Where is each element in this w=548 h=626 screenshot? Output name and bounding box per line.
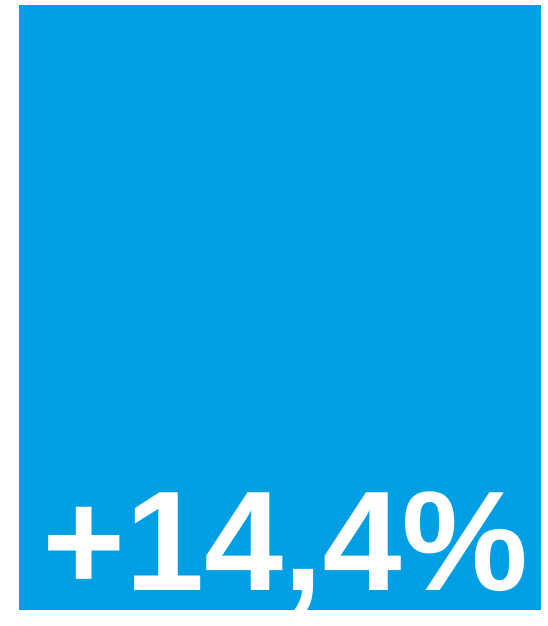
tile-label: +14,4%	[42, 462, 528, 621]
tile-background	[19, 5, 541, 610]
